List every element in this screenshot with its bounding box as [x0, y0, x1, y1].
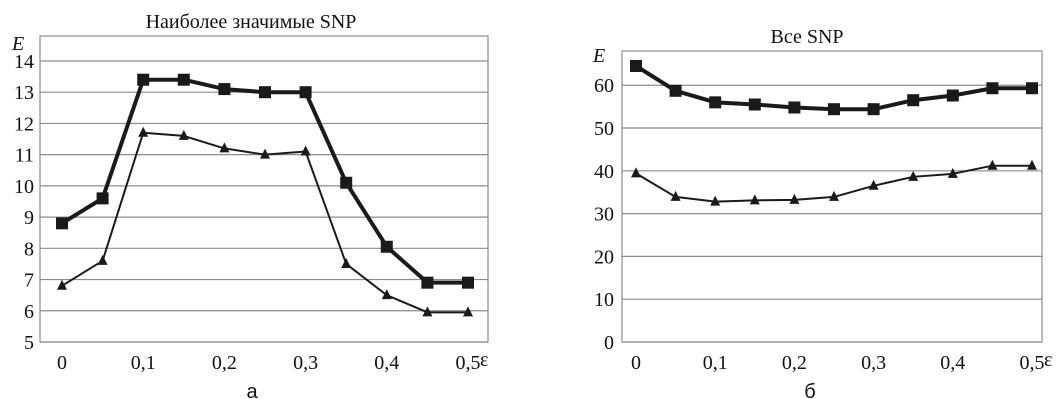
chart-a-series-triangle-point — [260, 148, 270, 159]
chart-b-x-tick-label: 0,2 — [782, 352, 807, 374]
chart-a-x-tick-label: 0,1 — [131, 352, 156, 374]
chart-a-x-tick-label: 0,4 — [374, 352, 399, 374]
chart-a-x-tick-label: 0,3 — [293, 352, 318, 374]
chart-b-x-tick-label: 0,5 — [1020, 352, 1045, 374]
chart-a-series-triangle-point — [97, 254, 108, 265]
chart-b-y-tick-label: 20 — [594, 246, 614, 268]
chart-a-series-triangle-point — [422, 306, 433, 317]
chart-a-y-tick-label: 11 — [15, 145, 34, 167]
chart-b-plot: 0 10 20 30 40 50 60 0 0,1 0,2 0,3 0,4 0,5 — [594, 50, 1045, 374]
chart-a-plot: 5 6 7 8 9 10 11 12 13 14 0 0,1 0,2 0,3 0,4 0,5 — [14, 35, 489, 374]
chart-b-y-tick-label: 0 — [604, 332, 614, 354]
chart-a-series-square-point — [96, 192, 109, 205]
chart-b-caption: б — [804, 381, 815, 399]
chart-a-x-tick-label: 0,5 — [456, 352, 481, 374]
chart-a-y-tick-label: 9 — [24, 207, 34, 229]
chart-a-y-tick-label: 6 — [24, 301, 34, 323]
chart-b-series-square-line — [634, 64, 1032, 112]
chart-b-series-triangle-point — [789, 193, 800, 204]
chart-b-series-square-point — [828, 103, 840, 116]
chart-b-series-triangle-point — [1027, 159, 1037, 170]
chart-b-series-triangle-point — [908, 170, 919, 181]
chart-b-y-tick-label: 60 — [594, 75, 614, 97]
chart-b-y-tick-label: 50 — [594, 118, 614, 140]
chart-b-series-square-point — [1026, 82, 1038, 95]
chart-b-series-square-point — [630, 59, 642, 72]
chart-a-series-triangle-point — [138, 126, 149, 137]
chart-a-series-square-point — [299, 86, 312, 99]
chart-a-x-label: ε — [480, 349, 488, 371]
chart-a-series-square-point — [56, 217, 68, 230]
chart-b-series-square-point — [986, 82, 999, 95]
chart-b-series-triangle-point — [749, 194, 760, 205]
chart-a-y-tick-label: 13 — [14, 82, 34, 104]
chart-a-y-tick-label: 5 — [24, 332, 34, 354]
chart-a-series-triangle-point — [178, 129, 189, 140]
chart-b-x-tick-label: 0,3 — [861, 352, 886, 374]
chart-a-series-triangle-point — [463, 306, 473, 317]
chart-b-x-tick-label: 0,1 — [703, 352, 728, 374]
chart-a-series-square-point — [340, 176, 353, 189]
chart-b-series-triangle-point — [947, 167, 958, 178]
chart-a-title: Наиболее значимые SNP — [146, 11, 357, 33]
chart-a-series-triangle-point — [381, 289, 392, 300]
chart-b-series-triangle-point — [987, 159, 998, 170]
chart-b-series-triangle-point — [868, 179, 879, 190]
chart-b-series-triangle-point — [670, 190, 681, 201]
chart-b-series-triangle-point — [829, 190, 839, 201]
chart-b-y-tick-label: 10 — [594, 289, 614, 311]
chart-a-series-square-point — [137, 73, 150, 86]
chart-b-series-square-point — [709, 96, 722, 109]
chart-b-series-square-point — [669, 84, 682, 97]
chart-a-y-tick-label: 10 — [14, 176, 34, 198]
chart-a-series-triangle-point — [341, 257, 352, 268]
chart-a-series-square-point — [259, 86, 271, 99]
chart-a-x-tick-label: 0,2 — [212, 352, 237, 374]
chart-b-x-tick-label: 0,4 — [940, 352, 965, 374]
chart-a-y-tick-label: 8 — [24, 238, 34, 260]
chart-a-series-square-point — [421, 276, 434, 289]
chart-a-y-label: E — [11, 33, 24, 55]
chart-a-series-square-point — [218, 83, 231, 96]
chart-a: Наиболее значимые SNP E ε а 5 6 7 8 9 10 11 12 1… — [11, 11, 489, 399]
chart-a-series-triangle-line — [61, 131, 468, 314]
chart-b-x-tick-label: 0 — [631, 352, 641, 374]
chart-a-series-triangle-point — [219, 142, 230, 153]
chart-a-y-tick-label: 14 — [14, 51, 34, 73]
chart-b-series-square-point — [907, 94, 920, 107]
chart-b-y-label: E — [592, 45, 605, 67]
chart-b-series-triangle-point — [631, 167, 641, 178]
chart-b-series-square-point — [788, 101, 801, 114]
chart-b-y-tick-label: 40 — [594, 161, 614, 183]
chart-a-series-triangle-point — [57, 279, 67, 290]
chart-b-y-tick-label: 30 — [594, 204, 614, 226]
chart-b-series-square-point — [748, 98, 761, 111]
chart-b-series-square-point — [867, 103, 880, 116]
chart-b-x-label: ε — [1044, 349, 1052, 371]
chart-b: Все SNP E ε б 0 10 20 30 40 50 60 0 0,1 0,2 0,3 0,4… — [592, 26, 1052, 399]
chart-a-series-square-point — [177, 73, 190, 86]
chart-b-series-triangle-point — [710, 195, 721, 206]
chart-a-series-square-point — [380, 240, 393, 253]
chart-a-y-tick-label: 7 — [24, 270, 34, 292]
chart-a-x-tick-label: 0 — [57, 352, 67, 374]
chart-a-series-square-line — [60, 77, 468, 285]
chart-a-y-tick-label: 12 — [14, 113, 34, 135]
chart-a-series-triangle-point — [300, 145, 311, 156]
chart-a-caption: а — [246, 381, 258, 399]
chart-b-title: Все SNP — [770, 26, 843, 48]
chart-b-series-square-point — [946, 89, 959, 102]
chart-a-series-square-point — [462, 276, 474, 289]
